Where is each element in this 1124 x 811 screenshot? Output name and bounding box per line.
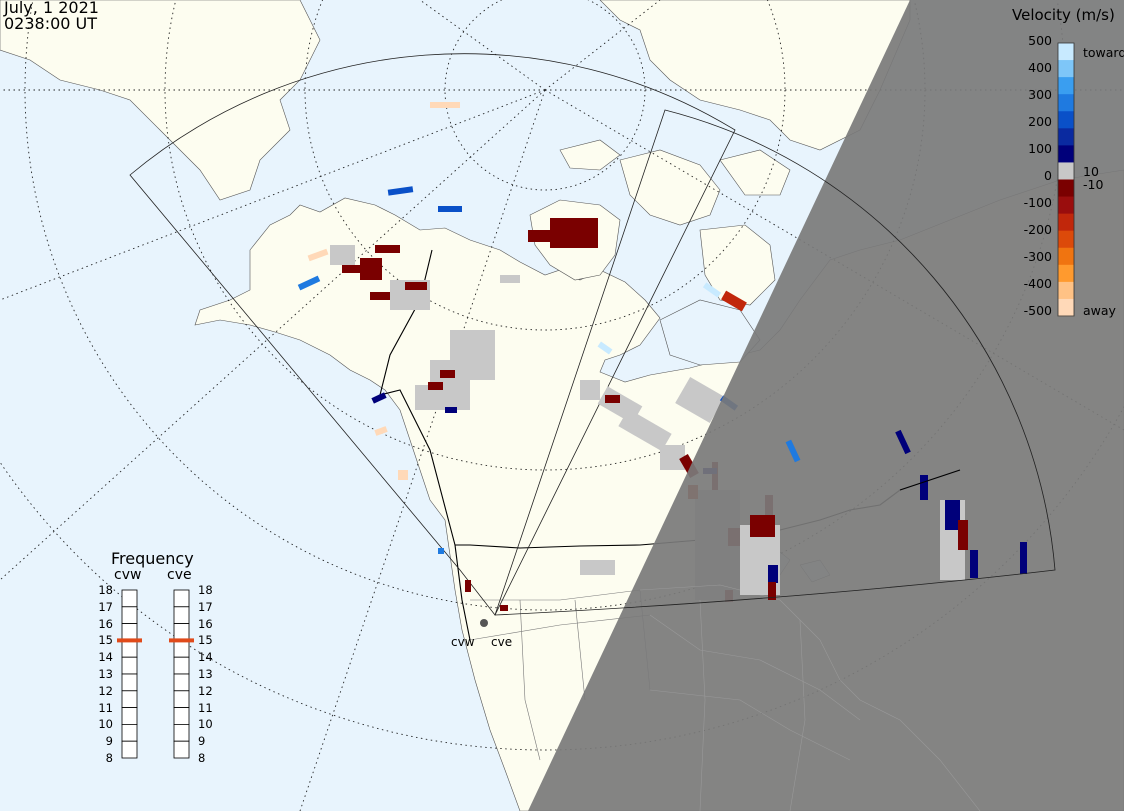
frequency-tick-right: 9 bbox=[198, 734, 206, 749]
arctic-island-5 bbox=[719, 149, 791, 196]
colorbar-swatch bbox=[1058, 213, 1074, 232]
frequency-title: Frequency bbox=[111, 549, 194, 568]
arctic-island-3 bbox=[699, 224, 776, 306]
frequency-tick-left: 10 bbox=[98, 717, 113, 732]
night-shade bbox=[528, 0, 1124, 811]
frequency-cell bbox=[121, 724, 138, 742]
frequency-tick-left: 18 bbox=[98, 583, 113, 597]
frequency-cell bbox=[121, 606, 138, 624]
frequency-tick-left: 12 bbox=[98, 683, 113, 698]
colorbar-swatch bbox=[1058, 111, 1074, 129]
colorbar-swatch bbox=[1058, 196, 1074, 215]
frequency-cell bbox=[173, 690, 190, 708]
date-label: July, 1 2021 bbox=[4, 0, 99, 17]
frequency-cell bbox=[121, 690, 138, 708]
frequency-cell bbox=[121, 589, 138, 608]
frequency-tick-left: 14 bbox=[98, 650, 113, 665]
frequency-tick-right: 10 bbox=[198, 717, 213, 732]
frequency-tick-right: 15 bbox=[198, 633, 213, 648]
frequency-tick-left: 8 bbox=[105, 751, 113, 765]
frequency-cell bbox=[173, 606, 190, 624]
colorbar-tick-label: 200 bbox=[1028, 114, 1052, 129]
colorbar-tick-label: -100 bbox=[1023, 195, 1052, 210]
frequency-cell bbox=[173, 707, 190, 725]
frequency-cell bbox=[121, 656, 138, 675]
colorbar-swatch bbox=[1058, 281, 1074, 300]
frequency-tick-left: 15 bbox=[98, 633, 113, 648]
frequency-cell bbox=[173, 640, 190, 658]
velocity-colorbar bbox=[1057, 42, 1075, 317]
colorbar-tick-label: -500 bbox=[1023, 303, 1052, 318]
colorbar-swatch bbox=[1058, 128, 1074, 146]
frequency-cell bbox=[173, 589, 190, 608]
frequency-cell bbox=[173, 623, 190, 641]
time-label: 0238:00 UT bbox=[4, 14, 98, 33]
colorbar-swatch bbox=[1058, 264, 1074, 283]
frequency-tick-left: 13 bbox=[98, 667, 113, 681]
colorbar-swatch bbox=[1058, 179, 1074, 198]
siberia-land bbox=[0, 0, 321, 201]
frequency-tick-right: 17 bbox=[198, 599, 213, 614]
frequency-cell bbox=[121, 640, 138, 658]
colorbar-title: Velocity (m/s) bbox=[1012, 6, 1115, 24]
frequency-tick-left: 9 bbox=[105, 734, 113, 749]
echo-away-far bbox=[307, 102, 460, 480]
frequency-tick-left: 17 bbox=[98, 599, 113, 614]
frequency-tick-right: 12 bbox=[198, 683, 213, 698]
colorbar-frame bbox=[1057, 42, 1075, 317]
colorbar-swatch bbox=[1058, 77, 1074, 95]
colorbar-swatch bbox=[1058, 247, 1074, 266]
colorbar-swatch bbox=[1058, 298, 1074, 317]
frequency-radar-cve: cve bbox=[167, 567, 192, 583]
colorbar-swatch bbox=[1058, 94, 1074, 112]
frequency-tick-right: 11 bbox=[198, 700, 213, 715]
frequency-cell bbox=[173, 724, 190, 742]
colorbar-tick-label: -10 bbox=[1083, 177, 1104, 192]
frequency-tick-right: 16 bbox=[198, 616, 213, 631]
colorbar-tick-label: 500 bbox=[1028, 33, 1052, 48]
frequency-cell bbox=[121, 740, 138, 759]
frequency-cell bbox=[173, 740, 190, 759]
colorbar-swatch bbox=[1058, 145, 1074, 163]
colorbar-swatch bbox=[1058, 60, 1074, 78]
colorbar-swatch bbox=[1058, 43, 1074, 61]
colorbar-tick-label: -400 bbox=[1023, 276, 1052, 291]
colorbar-tick-label: 10 bbox=[1083, 164, 1099, 179]
frequency-radar-cvw: cvw bbox=[114, 567, 142, 583]
colorbar-tick-label: 400 bbox=[1028, 60, 1052, 75]
frequency-tick-right: 14 bbox=[198, 650, 213, 665]
frequency-tick-left: 11 bbox=[98, 700, 113, 715]
frequency-tick-right: 18 bbox=[198, 583, 213, 597]
colorbar-tick-label: 300 bbox=[1028, 87, 1052, 102]
frequency-cell bbox=[121, 623, 138, 641]
radar-site-marker bbox=[480, 619, 488, 627]
frequency-tick-left: 16 bbox=[98, 616, 113, 631]
colorbar-tick-label: 0 bbox=[1044, 168, 1052, 183]
frequency-cell bbox=[121, 707, 138, 725]
colorbar-tick-label: -200 bbox=[1023, 222, 1052, 237]
frequency-panels bbox=[117, 589, 194, 759]
frequency-marker bbox=[169, 638, 194, 643]
colorbar-toward-label: toward bbox=[1083, 45, 1124, 60]
frequency-tick-right: 8 bbox=[198, 751, 206, 765]
colorbar-tick-label: -300 bbox=[1023, 249, 1052, 264]
frequency-cell bbox=[173, 673, 190, 692]
arctic-island-4 bbox=[559, 139, 621, 171]
frequency-marker bbox=[117, 638, 142, 643]
site-label-cve: cve bbox=[491, 635, 513, 649]
colorbar-swatch bbox=[1058, 230, 1074, 249]
frequency-tick-right: 13 bbox=[198, 667, 213, 681]
colorbar-tick-label: 100 bbox=[1028, 141, 1052, 156]
frequency-cell bbox=[173, 656, 190, 675]
colorbar-away-label: away bbox=[1083, 303, 1116, 318]
site-label-cvw: cvw bbox=[451, 635, 475, 649]
frequency-cell bbox=[121, 673, 138, 692]
colorbar-swatch bbox=[1058, 162, 1074, 180]
night-echoes bbox=[528, 109, 1056, 616]
